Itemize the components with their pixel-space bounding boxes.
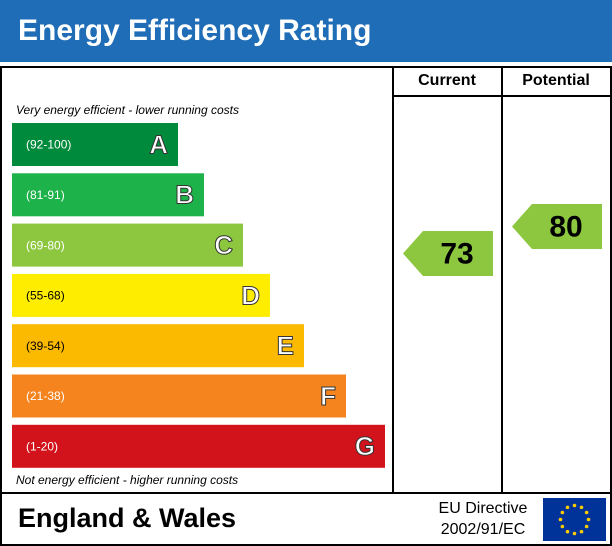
column-header: Current bbox=[418, 72, 476, 89]
band-letter: C bbox=[214, 230, 233, 260]
band bbox=[12, 324, 304, 368]
band-range: (69-80) bbox=[26, 238, 65, 252]
band-range: (1-20) bbox=[26, 439, 58, 453]
header-bar bbox=[0, 0, 612, 62]
rating-arrow bbox=[403, 231, 493, 276]
band-range: (55-68) bbox=[26, 289, 65, 303]
band bbox=[12, 173, 204, 217]
flag-star bbox=[572, 503, 577, 508]
band-letter: A bbox=[149, 129, 168, 159]
band-range: (21-38) bbox=[26, 389, 65, 403]
band-range: (92-100) bbox=[26, 138, 71, 152]
title: Energy Efficiency Rating bbox=[18, 14, 371, 47]
flag-star bbox=[579, 529, 584, 534]
band bbox=[12, 273, 270, 317]
flag-star bbox=[579, 505, 584, 510]
flag-star bbox=[560, 524, 565, 529]
rating-arrow bbox=[512, 204, 602, 249]
band-letter: D bbox=[241, 280, 260, 310]
flag-star bbox=[565, 529, 570, 534]
band-letter: G bbox=[355, 431, 375, 461]
flag-star bbox=[584, 510, 589, 515]
rating-value: 80 bbox=[549, 210, 582, 243]
band bbox=[12, 374, 346, 418]
band bbox=[12, 223, 243, 267]
band bbox=[12, 123, 178, 166]
column-header: Potential bbox=[522, 72, 590, 89]
band-letter: E bbox=[277, 331, 294, 361]
band-letter: B bbox=[175, 180, 194, 210]
flag-star bbox=[572, 531, 577, 536]
flag-star bbox=[565, 505, 570, 510]
bottom-note: Not energy efficient - higher running co… bbox=[16, 473, 238, 487]
band-range: (81-91) bbox=[26, 188, 65, 202]
region: England & Wales bbox=[18, 503, 236, 533]
flag-star bbox=[558, 517, 563, 522]
band bbox=[12, 424, 385, 468]
flag-star bbox=[560, 510, 565, 515]
directive: 2002/91/EC bbox=[441, 521, 526, 538]
band-range: (39-54) bbox=[26, 339, 65, 353]
directive: EU Directive bbox=[439, 500, 528, 517]
flag-star bbox=[586, 517, 591, 522]
top-note: Very energy efficient - lower running co… bbox=[16, 103, 239, 117]
flag-star bbox=[584, 524, 589, 529]
band-letter: F bbox=[320, 381, 336, 411]
rating-value: 73 bbox=[440, 237, 473, 270]
